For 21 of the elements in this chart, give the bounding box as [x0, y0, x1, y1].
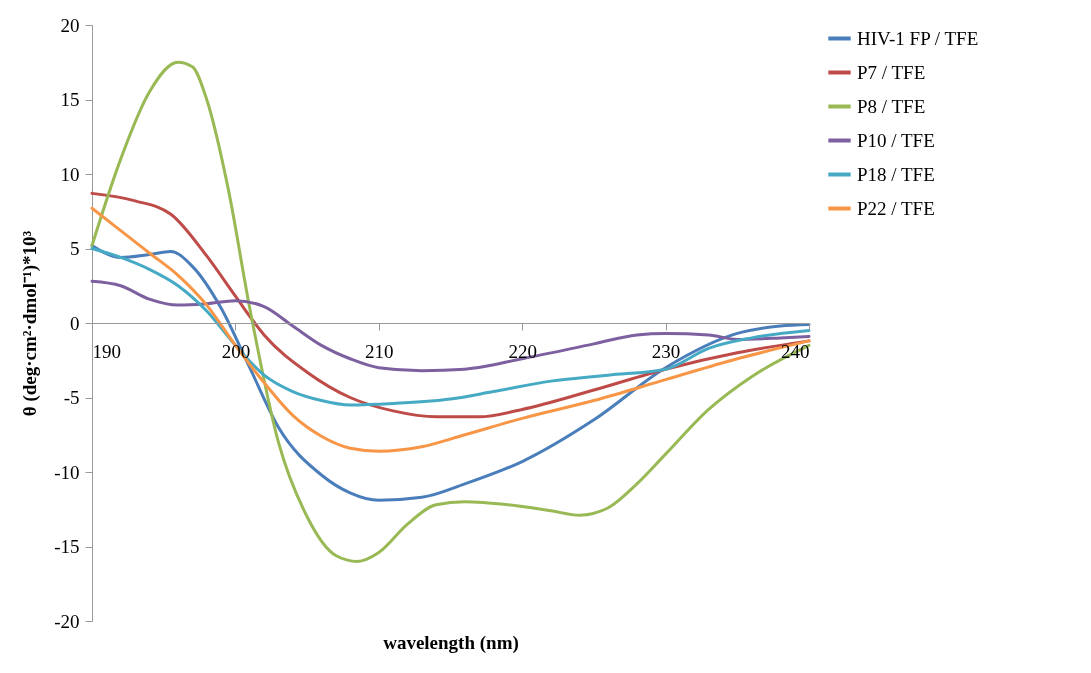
legend-label: P22 / TFE — [857, 197, 935, 219]
x-tick-label: 190 — [92, 340, 121, 362]
x-tick-label: 230 — [651, 340, 681, 362]
y-tick-label: 10 — [60, 163, 80, 185]
y-tick-label: -10 — [54, 461, 80, 483]
y-tick-label: -5 — [63, 387, 80, 408]
legend-label: P18 / TFE — [857, 163, 935, 185]
y-axis-title: θ (deg·cm²·dmol⁻¹)*10³ — [19, 230, 42, 417]
y-tick-label: 0 — [70, 312, 80, 334]
y-tick-label: 15 — [60, 89, 80, 110]
legend-label: P8 / TFE — [857, 95, 926, 117]
y-tick-label: -15 — [54, 536, 80, 557]
y-tick-label: -20 — [54, 610, 80, 632]
legend-label: P10 / TFE — [857, 129, 935, 151]
legend-label: HIV-1 FP / TFE — [857, 27, 979, 49]
x-tick-label: 210 — [365, 340, 394, 362]
legend-label: P7 / TFE — [857, 61, 926, 83]
x-axis-title: wavelength (nm) — [383, 631, 519, 654]
y-tick-label: 5 — [70, 238, 80, 259]
x-tick-label: 220 — [508, 340, 537, 362]
y-tick-label: 20 — [60, 14, 80, 36]
